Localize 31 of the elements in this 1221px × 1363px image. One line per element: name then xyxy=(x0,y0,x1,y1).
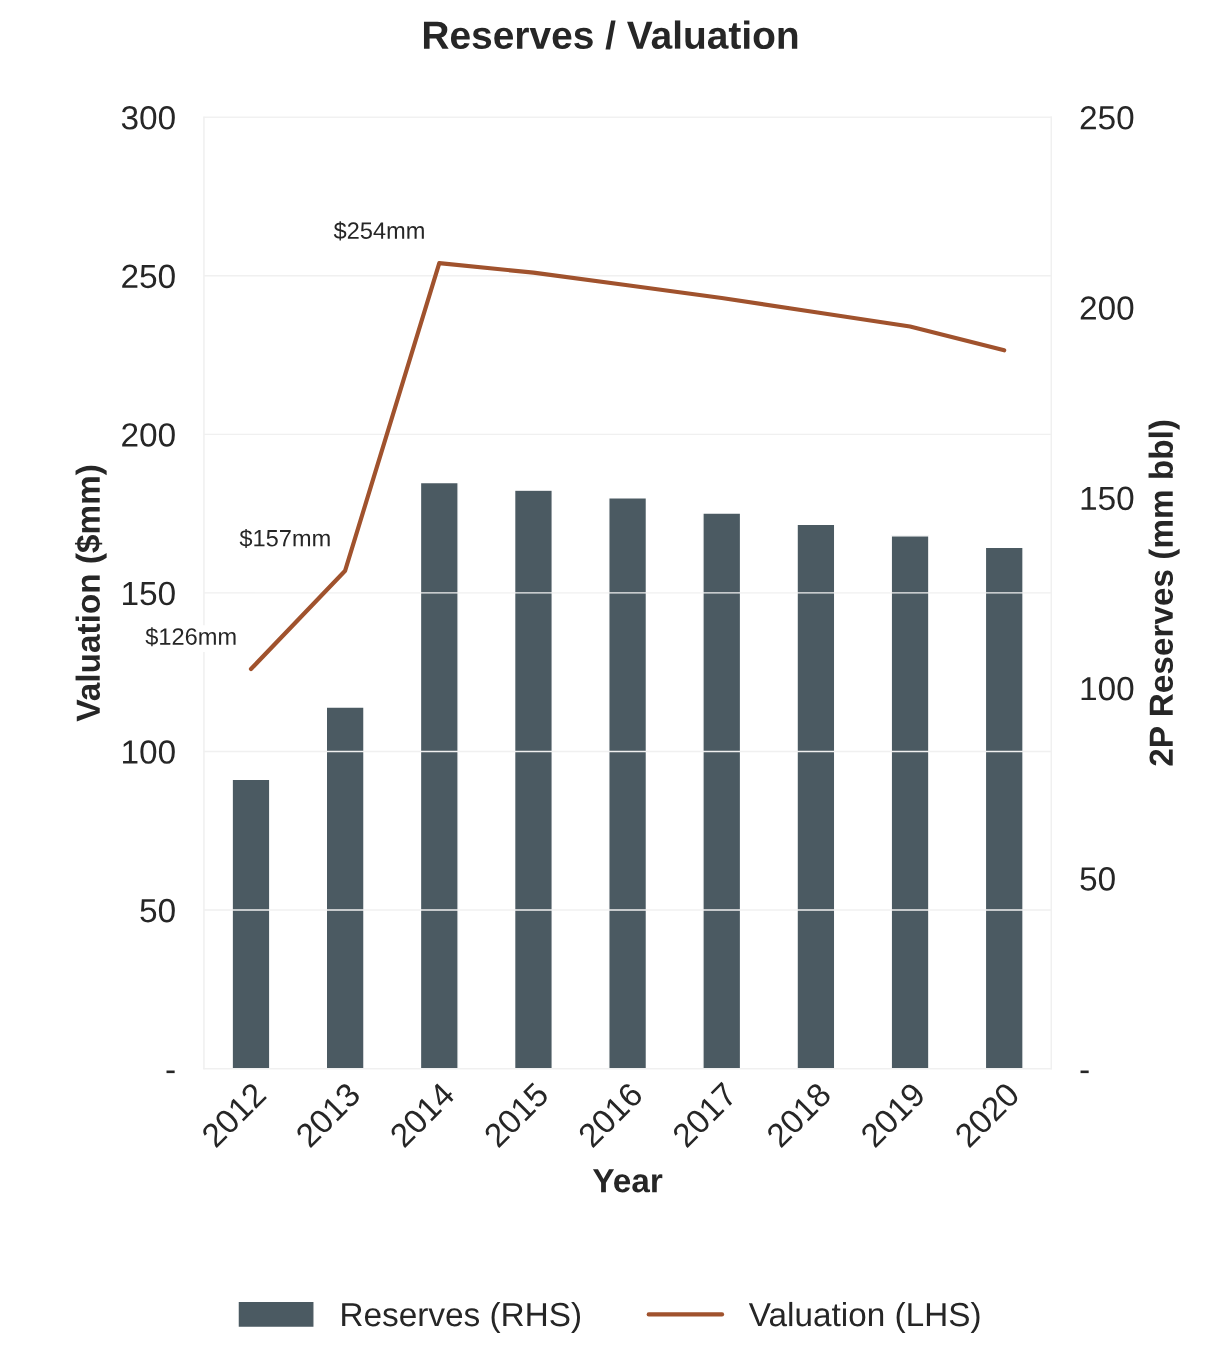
y-tick-label: 250 xyxy=(122,264,175,289)
x-axis-title: Year xyxy=(592,1169,663,1193)
data-label: $157mm xyxy=(239,528,330,548)
y2-tick-label: - xyxy=(1080,1070,1089,1074)
y2-tick-label: 150 xyxy=(1081,486,1134,511)
bar xyxy=(796,523,836,1069)
bar xyxy=(513,489,553,1069)
y-tick-label: 100 xyxy=(123,740,175,764)
y-axis-title: Valuation ($mm) xyxy=(74,465,107,722)
bar xyxy=(890,535,930,1069)
y2-tick-label: 250 xyxy=(1080,106,1134,130)
y-tick-label: 50 xyxy=(140,898,175,923)
bar xyxy=(702,512,742,1069)
y2-tick-label: 100 xyxy=(1081,676,1134,701)
bar xyxy=(608,497,648,1069)
y2-tick-label: 200 xyxy=(1080,296,1134,320)
bar xyxy=(325,706,365,1069)
y-tick-label: 200 xyxy=(122,423,175,447)
y2-tick-label: 50 xyxy=(1080,867,1115,891)
data-label: $126mm xyxy=(145,627,236,647)
y2-axis-title: 2P Reserves (mm bbl) xyxy=(1148,420,1180,766)
legend-label: Reserves (RHS) xyxy=(342,1301,580,1333)
legend-label: Valuation (LHS) xyxy=(748,1301,980,1333)
bar xyxy=(231,778,271,1069)
chart-title: Reserves / Valuation xyxy=(423,20,798,50)
bar xyxy=(984,546,1024,1069)
y-tick-label: 300 xyxy=(121,106,175,130)
y-tick-label: 150 xyxy=(123,581,175,606)
y-tick-label: - xyxy=(166,1070,175,1074)
bar xyxy=(419,481,459,1069)
data-label: $254mm xyxy=(333,221,424,241)
